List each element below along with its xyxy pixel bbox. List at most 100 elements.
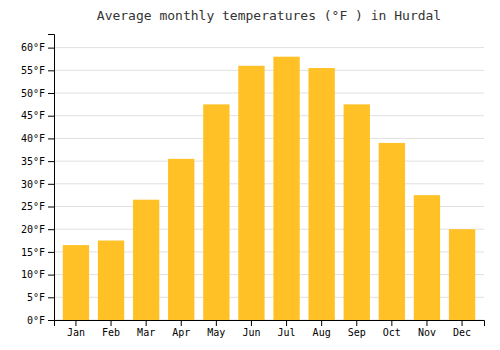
grid-line bbox=[54, 93, 484, 94]
y-tick: 60°F bbox=[21, 42, 54, 53]
y-tick-label: 35°F bbox=[21, 156, 45, 167]
x-tick: Aug bbox=[313, 320, 331, 338]
y-tick-label: 20°F bbox=[21, 224, 45, 235]
bar bbox=[414, 195, 440, 320]
y-tick-label: 0°F bbox=[27, 315, 45, 326]
x-axis: Jan Feb Mar Apr May Jun Jul Aug Sep Oct Nov Dec bbox=[55, 320, 485, 338]
x-tick-mark bbox=[391, 320, 392, 326]
x-tick-label: Jul bbox=[278, 327, 296, 338]
y-tick-mark bbox=[48, 229, 54, 230]
y-tick-label: 45°F bbox=[21, 110, 45, 121]
x-tick: Dec bbox=[453, 320, 471, 338]
bar bbox=[63, 245, 89, 320]
bar bbox=[449, 229, 475, 320]
x-tick: Sep bbox=[348, 320, 366, 338]
x-tick-label: Sep bbox=[348, 327, 366, 338]
x-tick-mark bbox=[356, 320, 357, 326]
x-tick-label: May bbox=[207, 327, 225, 338]
x-tick-mark bbox=[181, 320, 182, 326]
y-tick: 45°F bbox=[21, 110, 54, 121]
y-axis-line bbox=[48, 35, 55, 321]
y-tick: 25°F bbox=[21, 201, 54, 212]
y-tick-mark bbox=[48, 184, 54, 185]
y-tick-label: 50°F bbox=[21, 88, 45, 99]
bar bbox=[98, 241, 124, 320]
y-tick-label: 55°F bbox=[21, 65, 45, 76]
x-tick-mark bbox=[75, 320, 76, 326]
x-tick-label: Apr bbox=[172, 327, 190, 338]
y-tick: 30°F bbox=[21, 179, 54, 190]
x-tick-label: Jan bbox=[67, 327, 85, 338]
bar bbox=[308, 68, 334, 320]
y-tick: 15°F bbox=[21, 247, 54, 258]
x-tick-mark bbox=[251, 320, 252, 326]
y-tick-mark bbox=[48, 116, 54, 117]
x-tick-mark bbox=[216, 320, 217, 326]
x-tick-mark bbox=[286, 320, 287, 326]
bar bbox=[379, 143, 405, 320]
y-tick: 35°F bbox=[21, 156, 54, 167]
bar bbox=[238, 66, 264, 320]
x-tick-mark bbox=[146, 320, 147, 326]
bar bbox=[203, 104, 229, 320]
y-tick: 50°F bbox=[21, 88, 54, 99]
plot: 0°F 5°F 10°F 15°F 20°F 25°F 30°F 35°F 40°F 45°F 50… bbox=[21, 35, 485, 339]
y-tick-mark bbox=[48, 138, 54, 139]
x-tick-label: Jun bbox=[242, 327, 260, 338]
y-tick-mark bbox=[48, 48, 54, 49]
bar bbox=[344, 104, 370, 320]
x-tick-label: Dec bbox=[453, 327, 471, 338]
bar bbox=[273, 57, 299, 320]
x-axis-line bbox=[55, 321, 485, 327]
y-axis: 0°F 5°F 10°F 15°F 20°F 25°F 30°F 35°F 40°F 45°F 50… bbox=[21, 35, 55, 326]
y-tick-label: 25°F bbox=[21, 201, 45, 212]
grid-line bbox=[54, 47, 484, 48]
x-tick-label: Aug bbox=[313, 327, 331, 338]
grid-line bbox=[54, 138, 484, 139]
bar bbox=[168, 159, 194, 320]
y-tick: 10°F bbox=[21, 269, 54, 280]
bars bbox=[63, 57, 475, 320]
y-tick: 55°F bbox=[21, 65, 54, 76]
x-tick: Apr bbox=[172, 320, 190, 338]
y-tick: 40°F bbox=[21, 133, 54, 144]
y-tick: 20°F bbox=[21, 224, 54, 235]
y-tick-mark bbox=[48, 207, 54, 208]
x-tick: Oct bbox=[383, 320, 401, 338]
y-tick: 5°F bbox=[27, 292, 54, 303]
x-tick-label: Oct bbox=[383, 327, 401, 338]
y-tick-mark bbox=[48, 275, 54, 276]
y-tick-label: 40°F bbox=[21, 133, 45, 144]
x-tick: Jul bbox=[278, 320, 296, 338]
y-tick-mark bbox=[48, 70, 54, 71]
x-tick-label: Nov bbox=[418, 327, 436, 338]
x-tick: Jan bbox=[67, 320, 85, 338]
y-tick-label: 15°F bbox=[21, 247, 45, 258]
y-tick-mark bbox=[48, 320, 54, 321]
grid-line bbox=[54, 161, 484, 162]
x-tick-label: Feb bbox=[102, 327, 120, 338]
y-tick-label: 60°F bbox=[21, 42, 45, 53]
bar bbox=[133, 200, 159, 320]
x-tick: Nov bbox=[418, 320, 436, 338]
x-tick: Feb bbox=[102, 320, 120, 338]
x-tick-mark bbox=[111, 320, 112, 326]
grid-line bbox=[54, 183, 484, 184]
grid bbox=[54, 48, 484, 320]
x-tick-mark bbox=[321, 320, 322, 326]
y-tick-mark bbox=[48, 93, 54, 94]
x-tick: May bbox=[207, 320, 225, 338]
y-tick-mark bbox=[48, 252, 54, 253]
x-tick-mark bbox=[426, 320, 427, 326]
y-tick-label: 10°F bbox=[21, 269, 45, 280]
x-tick: Jun bbox=[242, 320, 260, 338]
x-tick-label: Mar bbox=[137, 327, 155, 338]
y-tick: 0°F bbox=[27, 315, 54, 326]
x-tick: Mar bbox=[137, 320, 155, 338]
grid-line bbox=[54, 70, 484, 71]
y-tick-mark bbox=[48, 297, 54, 298]
grid-line bbox=[54, 115, 484, 116]
chart: Average monthly temperatures (°F ) in Hu… bbox=[0, 0, 500, 350]
x-tick-mark bbox=[462, 320, 463, 326]
y-tick-mark bbox=[48, 161, 54, 162]
